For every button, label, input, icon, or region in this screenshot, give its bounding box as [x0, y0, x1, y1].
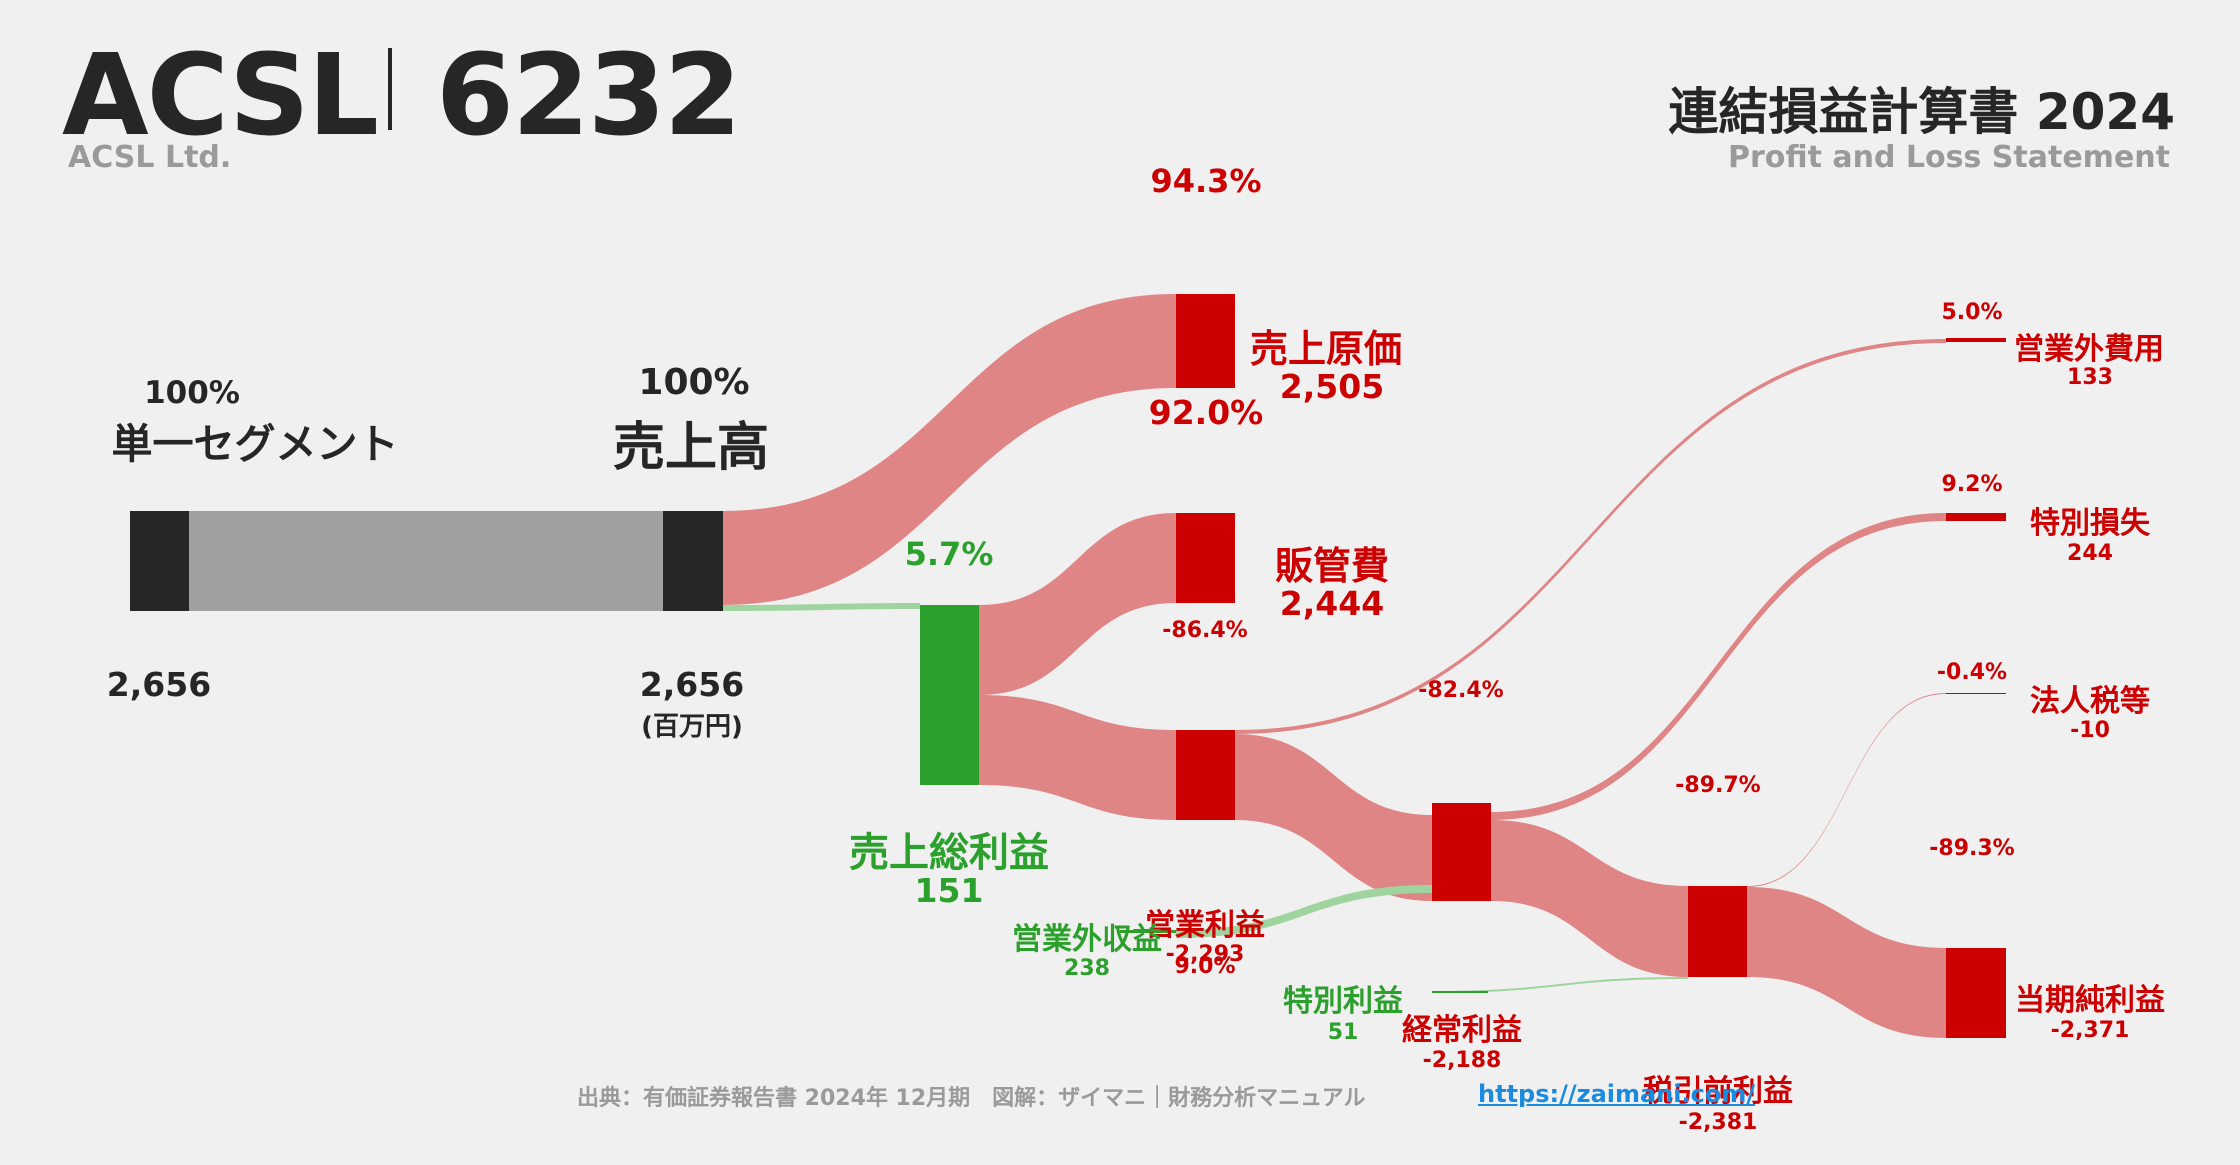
operating-profit-label: 営業利益: [1145, 908, 1265, 943]
link-segment-to-revenue: [188, 511, 663, 611]
extra-gain-value: 51: [1327, 1020, 1359, 1045]
statement-title: 連結損益計算書 2024: [1668, 83, 2175, 141]
extra-loss-label: 特別損失: [2030, 506, 2150, 541]
node-gross-profit: [920, 605, 979, 785]
node-extra-loss: [1946, 513, 2006, 521]
cogs-value: 2,505: [1279, 367, 1385, 406]
extra-loss-value: 244: [2067, 541, 2113, 566]
node-non-op-income: [1120, 930, 1176, 933]
link-revenue-to-gross-profit: [723, 603, 920, 611]
operating-profit-value: -2,293: [1165, 942, 1245, 967]
tax-value: -10: [2070, 718, 2110, 743]
tax-pct: -0.4%: [1936, 660, 2008, 685]
non-op-expense-pct: 5.0%: [1941, 300, 2003, 325]
cogs-pct: 92.0%: [1148, 393, 1264, 432]
link-non-op-income-to-ordinary: [1176, 885, 1432, 938]
pretax-profit-pct: -89.7%: [1675, 773, 1761, 798]
net-income-pct: -89.3%: [1929, 836, 2015, 861]
ordinary-profit-label: 経常利益: [1402, 1013, 1522, 1048]
node-operating-profit: [1176, 730, 1235, 820]
revenue-label: 売上高: [612, 418, 770, 478]
node-cogs: [1176, 294, 1235, 388]
gross-profit-label: 売上総利益: [849, 830, 1049, 876]
link-ordinary-to-extra-loss: [1491, 513, 1946, 820]
net-income-value: -2,371: [2050, 1018, 2130, 1043]
pretax-profit-value: -2,381: [1678, 1110, 1758, 1135]
ticker-name: ACSL: [62, 31, 379, 161]
non-op-income-value: 238: [1064, 956, 1110, 981]
non-op-expense-value: 133: [2067, 365, 2113, 390]
gross-profit-value: 151: [914, 871, 984, 910]
link-ordinary-to-pretax: [1491, 820, 1688, 977]
node-extra-gain: [1432, 991, 1488, 993]
node-revenue: [663, 511, 723, 611]
sga-label: 販管費: [1274, 544, 1390, 588]
non-op-income-label: 営業外収益: [1012, 922, 1162, 957]
revenue-pct: 100%: [638, 362, 750, 403]
gross-profit-pct: 5.7%: [904, 535, 994, 573]
pretax-profit-label: 税引前利益: [1643, 1074, 1793, 1109]
segment-label: 単一セグメント: [111, 420, 399, 468]
source-note: 出典：有価証券報告書 2024年 12月期 図解：ザイマニ｜財務分析マニュアル: [577, 1086, 1366, 1111]
non-op-expense-label: 営業外費用: [2014, 332, 2164, 367]
link-extra-gain-to-pretax: [1432, 977, 1688, 993]
node-segment: [130, 511, 189, 611]
ordinary-profit-value: -2,188: [1422, 1048, 1502, 1073]
ordinary-profit-pct: -82.4%: [1418, 678, 1504, 703]
link-gross-profit-to-sga: [979, 513, 1176, 695]
segment-pct: 100%: [144, 375, 240, 411]
link-pretax-to-tax: [1747, 693, 1946, 887]
link-revenue-to-cogs: [723, 294, 1176, 605]
sga-value: 2,444: [1279, 584, 1385, 623]
company-name: ACSL Ltd.: [68, 140, 232, 175]
node-non-op-expense: [1946, 338, 2006, 342]
extra-gain-label: 特別利益: [1283, 984, 1403, 1019]
ticker-code: 6232: [436, 31, 742, 161]
node-tax: [1946, 693, 2006, 694]
link-operating-to-ordinary: [1235, 734, 1432, 901]
link-pretax-to-net-income: [1747, 887, 1946, 1038]
node-net-income: [1946, 948, 2006, 1038]
node-ordinary-profit: [1432, 803, 1491, 901]
cogs-pct-top: 94.3%: [1150, 162, 1262, 200]
link-gross-profit-to-operating: [979, 695, 1176, 820]
node-pretax-profit: [1688, 886, 1747, 977]
unit-label: (百万円): [641, 712, 743, 742]
segment-value: 2,656: [106, 665, 212, 704]
cogs-label: 売上原価: [1250, 327, 1403, 371]
net-income-label: 当期純利益: [2015, 983, 2165, 1018]
revenue-value: 2,656: [639, 665, 745, 704]
tax-label: 法人税等: [2030, 684, 2150, 719]
statement-subtitle: Profit and Loss Statement: [1727, 140, 2170, 175]
sga-pct: -86.4%: [1162, 618, 1248, 643]
source-link[interactable]: https://zaimani.com/: [1478, 1080, 1756, 1108]
link-operating-to-non-op-expense: [1235, 339, 1946, 734]
extra-loss-pct: 9.2%: [1941, 472, 2003, 497]
ticker-separator: [388, 48, 392, 130]
operating-profit-pct: 9.0%: [1174, 954, 1236, 979]
node-sga: [1176, 513, 1235, 603]
